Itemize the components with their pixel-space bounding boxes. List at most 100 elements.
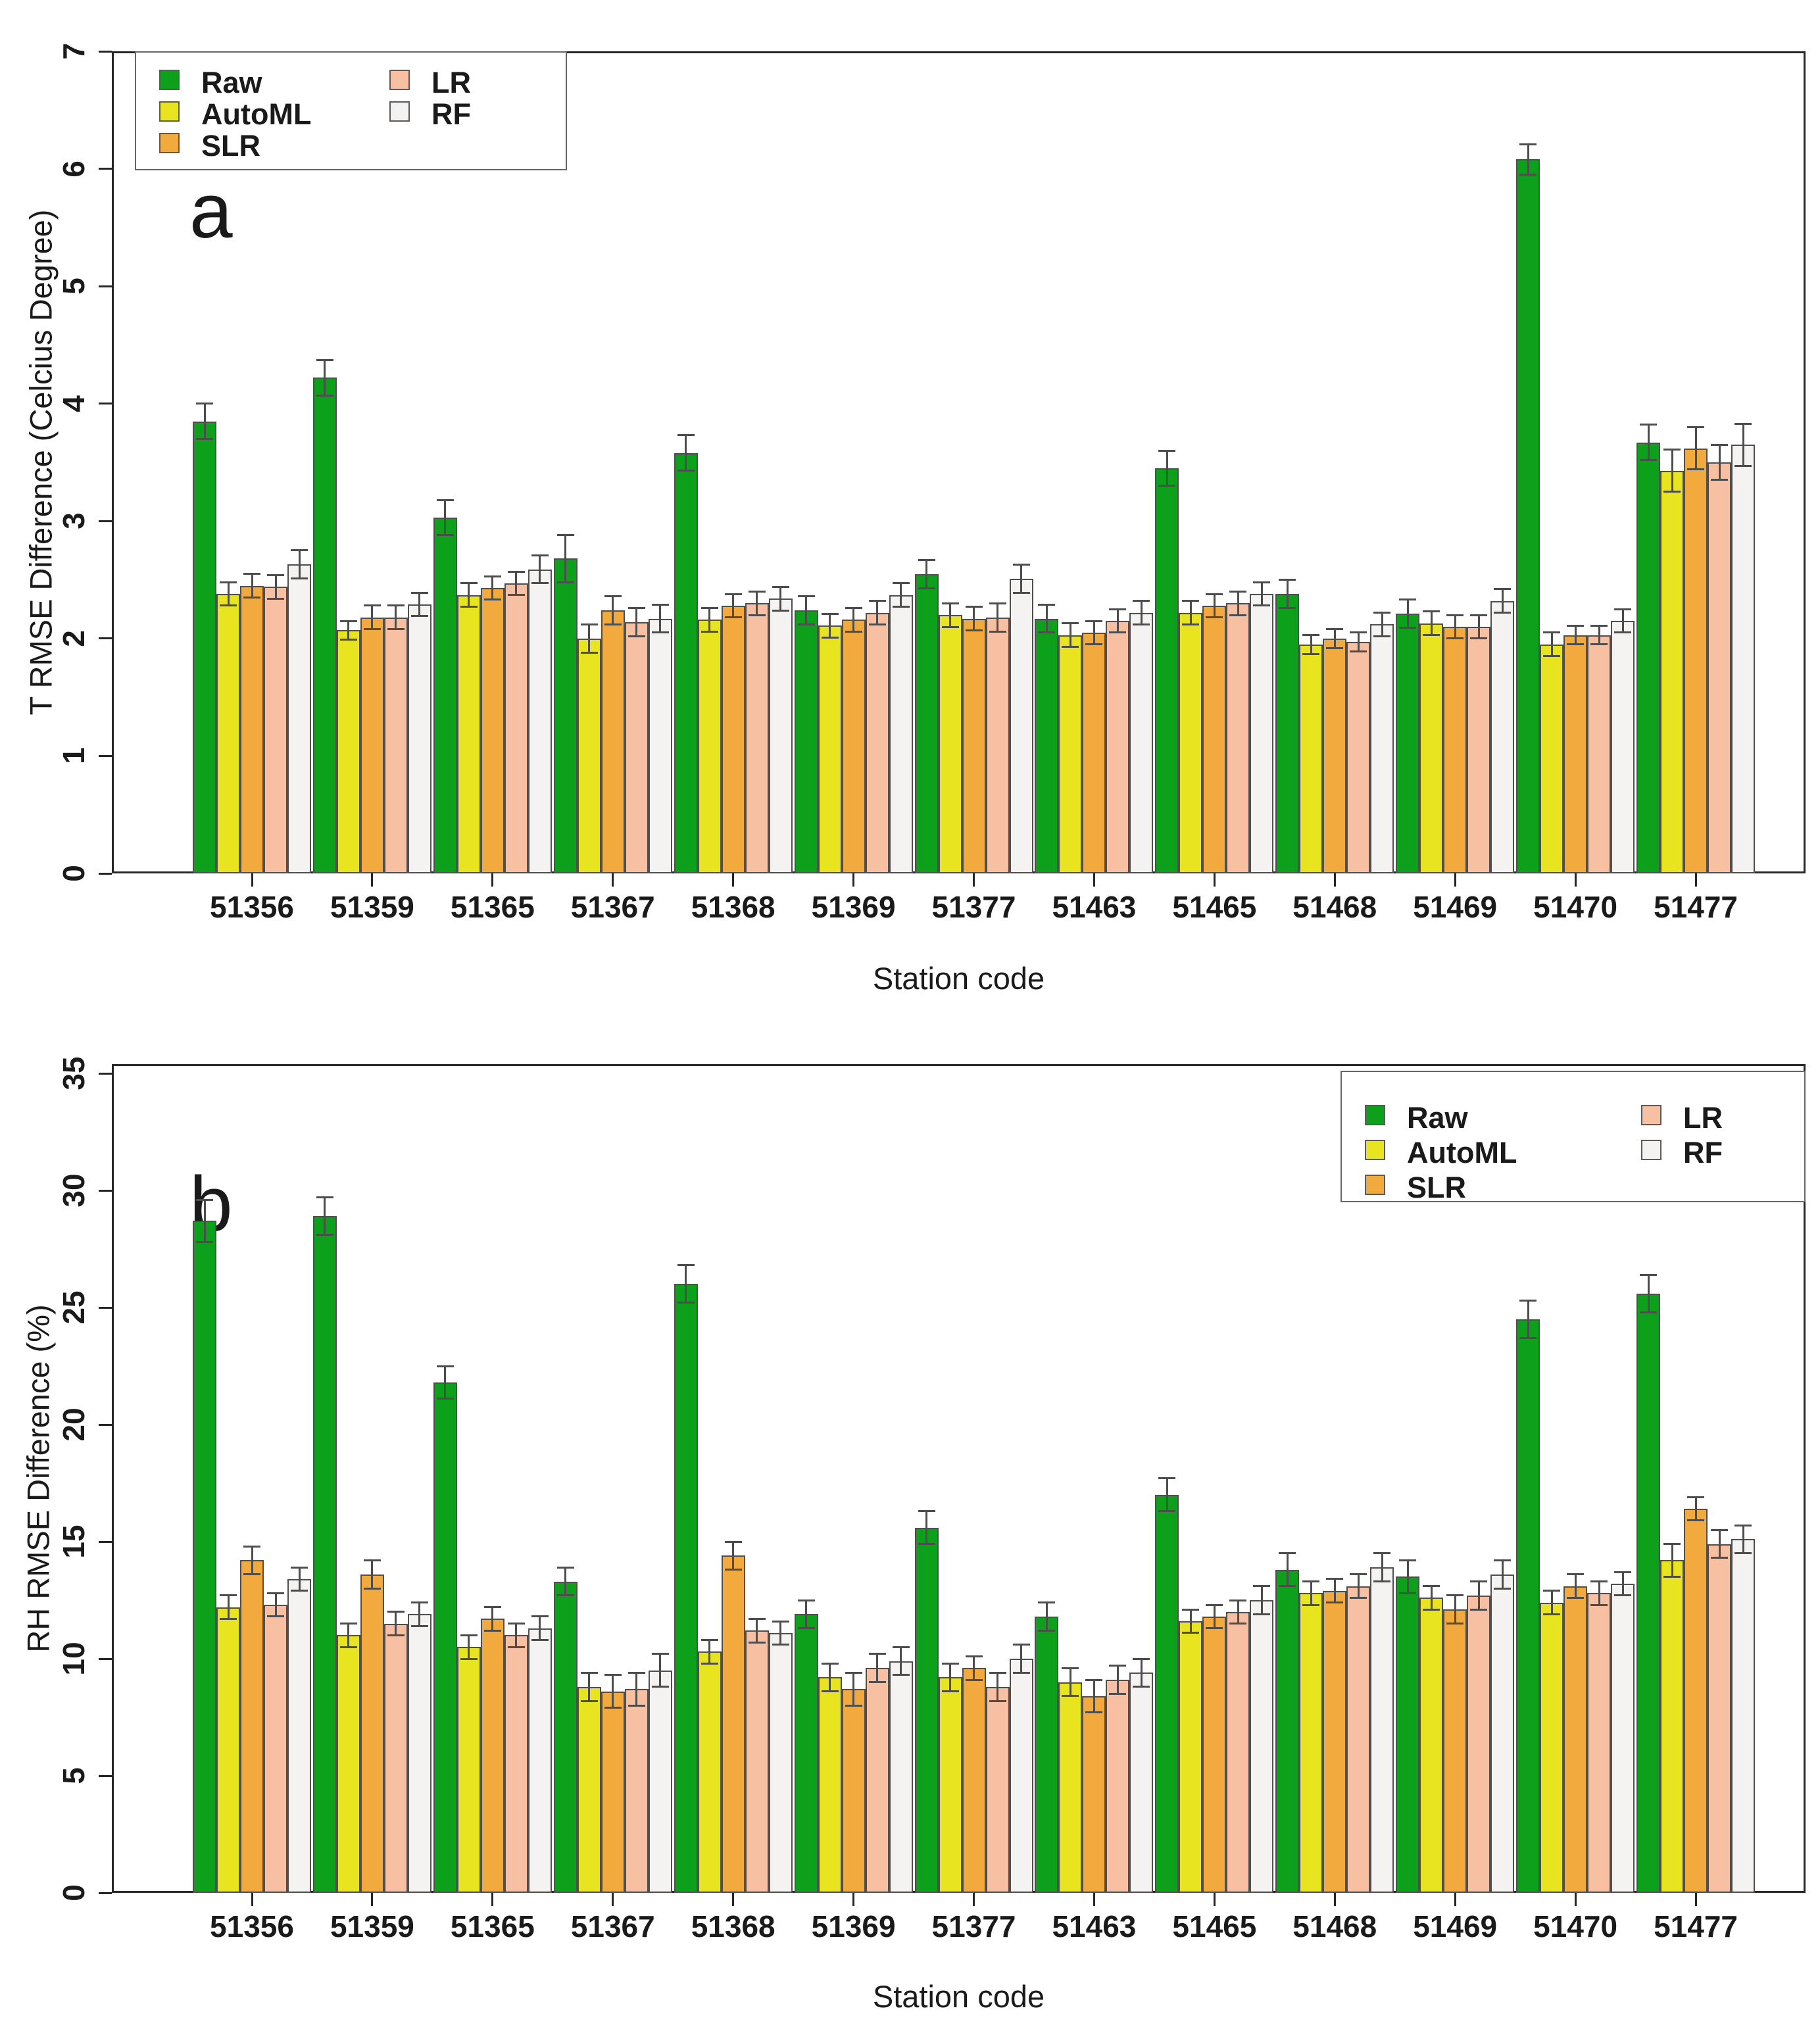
error-bar-cap-bottom — [1711, 1557, 1729, 1559]
bar-automl-51465 — [1179, 1621, 1203, 1893]
y-tick-label: 35 — [57, 1056, 91, 1090]
error-bar-cap-bottom — [821, 636, 839, 639]
error-bar-line — [227, 582, 230, 606]
bar-raw-51468 — [1275, 1569, 1300, 1893]
error-bar-cap-bottom — [316, 1234, 333, 1236]
error-bar-cap-bottom — [410, 615, 428, 618]
error-bar-cap-top — [701, 606, 718, 609]
error-bar-line — [1550, 1590, 1553, 1615]
y-tick-mark — [99, 520, 112, 522]
error-bar-cap-top — [1229, 590, 1247, 593]
error-bar-cap-top — [1446, 614, 1464, 616]
legend-label-slr: SLR — [201, 129, 260, 162]
bar-raw-51368 — [674, 1284, 698, 1893]
x-tick-mark — [1093, 1893, 1095, 1906]
y-tick-label: 0 — [57, 1884, 91, 1901]
bar-lr-51359 — [383, 617, 408, 873]
x-tick-mark — [371, 873, 374, 887]
bar-automl-51377 — [938, 615, 962, 873]
y-tick-mark — [99, 872, 112, 875]
x-tick-mark — [1454, 873, 1456, 887]
error-bar-cap-bottom — [1399, 627, 1417, 629]
bar-rf-51477 — [1731, 445, 1756, 873]
error-bar-cap-top — [1494, 1559, 1512, 1561]
bar-raw-51359 — [312, 1216, 337, 1893]
error-bar-line — [1116, 1665, 1119, 1694]
error-bar-cap-bottom — [1350, 1596, 1367, 1599]
error-bar-line — [1093, 621, 1095, 645]
error-bar-cap-top — [677, 434, 695, 437]
error-bar-cap-top — [1446, 1594, 1464, 1597]
error-bar-cap-top — [243, 573, 260, 575]
bar-raw-51477 — [1636, 1293, 1661, 1893]
x-tick-mark — [612, 873, 614, 887]
error-bar-cap-top — [1543, 1590, 1561, 1592]
bar-lr-51468 — [1346, 1586, 1371, 1893]
bar-slr-51477 — [1684, 448, 1708, 873]
error-bar-cap-bottom — [797, 623, 815, 625]
y-axis-title-a: T RMSE Difference (Celcius Degree) — [23, 209, 59, 716]
error-bar-line — [612, 1674, 614, 1708]
x-tick-label-station: 51468 — [1292, 1909, 1377, 1943]
error-bar-line — [756, 591, 758, 616]
error-bar-line — [1477, 1581, 1480, 1610]
error-bar-cap-bottom — [724, 1569, 742, 1571]
error-bar-cap-bottom — [1253, 1613, 1271, 1615]
bar-slr-51367 — [601, 1691, 625, 1893]
error-bar-line — [1501, 589, 1504, 613]
error-bar-line — [1647, 424, 1650, 460]
error-bar-line — [1527, 1300, 1529, 1338]
error-bar-cap-bottom — [1229, 1623, 1247, 1625]
error-bar-line — [829, 1663, 831, 1692]
error-bar-line — [732, 1542, 735, 1570]
legend-label-rf: RF — [431, 97, 471, 131]
error-bar-cap-top — [316, 359, 333, 362]
error-bar-cap-bottom — [989, 1699, 1006, 1702]
error-bar-cap-top — [243, 1545, 260, 1548]
bar-lr-51377 — [985, 617, 1010, 873]
error-bar-cap-top — [1711, 1528, 1729, 1531]
error-bar-cap-top — [1038, 1601, 1056, 1604]
error-bar-cap-bottom — [507, 594, 525, 597]
error-bar-line — [1742, 1525, 1744, 1553]
legend-label-lr: LR — [431, 66, 471, 99]
error-bar-cap-top — [701, 1639, 718, 1642]
legend-swatch-rf — [1641, 1140, 1661, 1160]
error-bar-cap-bottom — [556, 1594, 574, 1597]
error-bar-line — [515, 572, 518, 595]
error-bar-cap-bottom — [627, 1704, 645, 1707]
error-bar-cap-bottom — [1229, 614, 1247, 616]
error-bar-cap-bottom — [892, 1674, 910, 1676]
error-bar-line — [1477, 615, 1480, 639]
bar-rf-51465 — [1250, 594, 1274, 873]
error-bar-cap-top — [941, 602, 959, 604]
error-bar-cap-bottom — [531, 582, 549, 585]
error-bar-cap-top — [797, 595, 815, 598]
bar-slr-51469 — [1443, 627, 1467, 873]
bar-slr-51369 — [841, 1689, 866, 1893]
y-tick-mark — [99, 1892, 112, 1894]
error-bar-cap-top — [1326, 1578, 1344, 1580]
error-bar-cap-top — [1590, 1580, 1608, 1583]
error-bar-cap-top — [1373, 1552, 1391, 1555]
bar-rf-51468 — [1370, 624, 1394, 873]
error-bar-cap-top — [1423, 1585, 1440, 1588]
x-tick-mark — [1093, 873, 1095, 887]
error-bar-cap-bottom — [604, 623, 622, 625]
error-bar-cap-top — [507, 570, 525, 573]
error-bar-cap-bottom — [1038, 1629, 1056, 1632]
bar-raw-51468 — [1275, 594, 1300, 873]
legend-a: Raw AutoML SLR LR RF — [135, 51, 567, 170]
error-bar-cap-top — [436, 499, 454, 501]
error-bar-line — [444, 1366, 447, 1399]
bar-raw-51477 — [1636, 442, 1661, 873]
error-bar-line — [203, 1200, 206, 1242]
error-bar-cap-top — [1567, 1573, 1585, 1576]
error-bar-cap-bottom — [1302, 1603, 1320, 1606]
y-tick-mark — [99, 403, 112, 405]
error-bar-cap-bottom — [1279, 606, 1296, 609]
bar-lr-51470 — [1587, 635, 1611, 873]
error-bar-cap-bottom — [1663, 1575, 1681, 1578]
error-bar-cap-bottom — [1640, 458, 1658, 461]
error-bar-cap-top — [1279, 1552, 1296, 1555]
